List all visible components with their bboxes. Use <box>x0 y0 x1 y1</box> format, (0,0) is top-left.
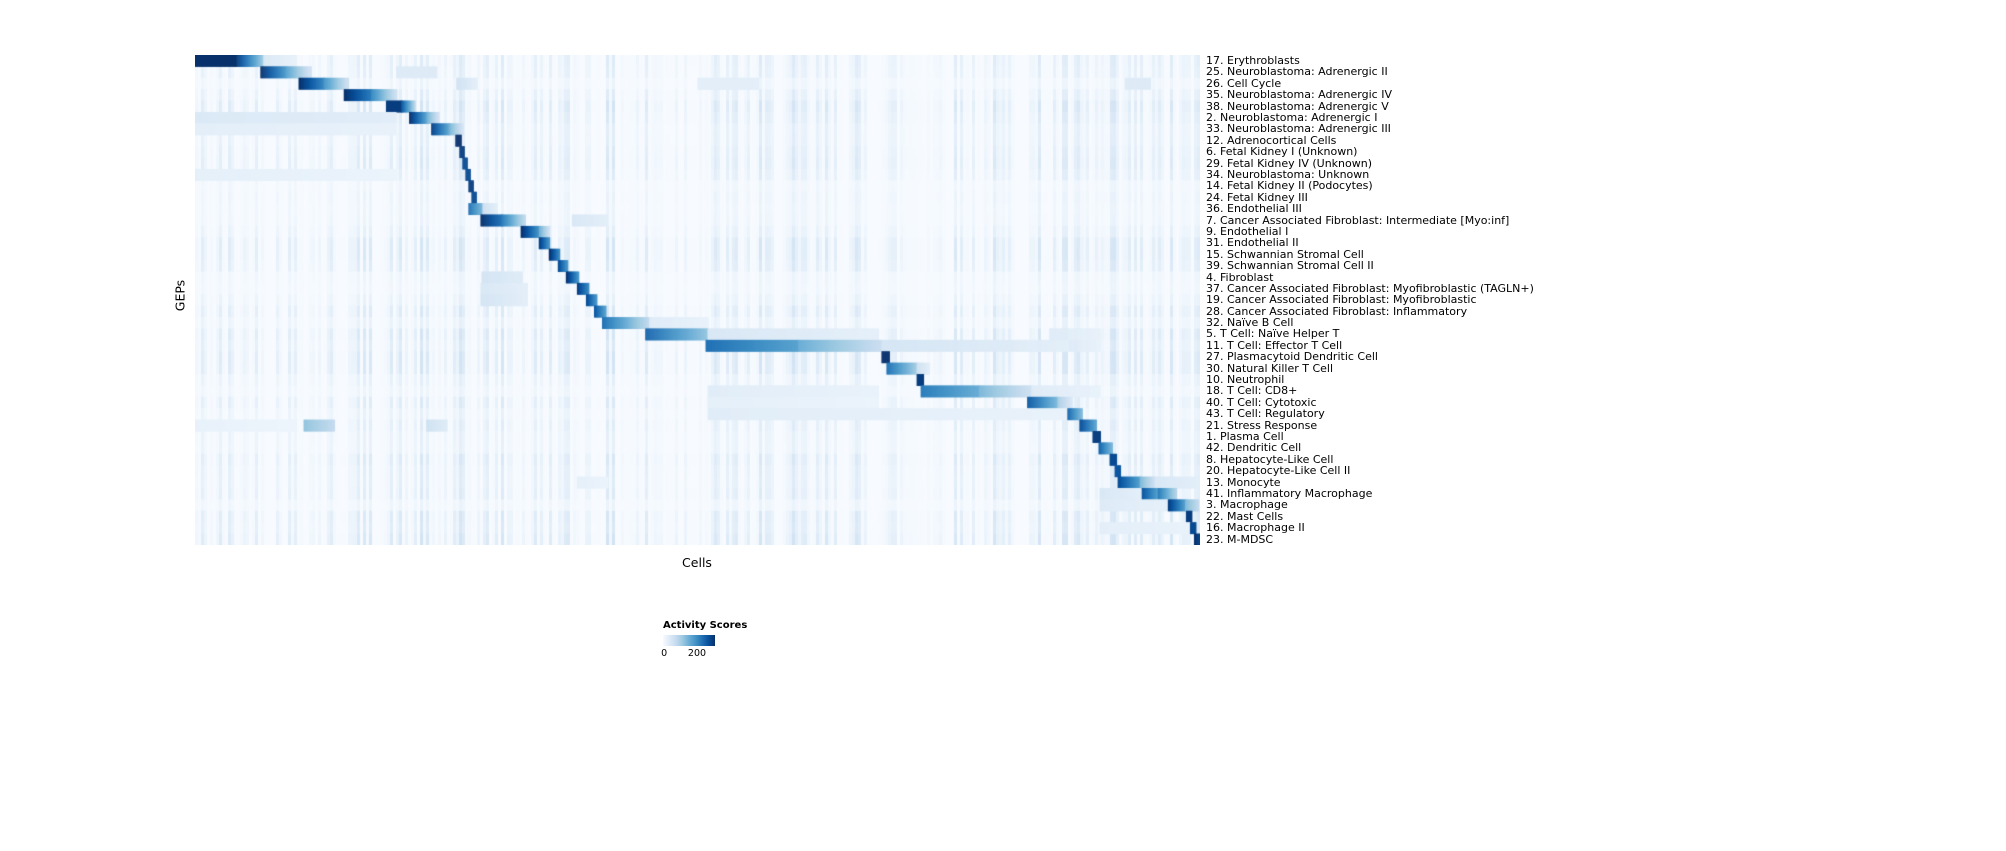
row-label: 40. T Cell: Cytotoxic <box>1206 395 1317 409</box>
row-label: 13. Monocyte <box>1206 475 1281 489</box>
row-label: 3. Macrophage <box>1206 498 1288 512</box>
row-label: 29. Fetal Kidney IV (Unknown) <box>1206 156 1372 170</box>
row-label: 18. T Cell: CD8+ <box>1206 384 1298 398</box>
y-axis-label: GEPs <box>172 279 188 312</box>
row-label: 24. Fetal Kidney III <box>1206 190 1308 204</box>
row-label: 26. Cell Cycle <box>1206 76 1282 90</box>
row-label: 32. Naïve B Cell <box>1206 316 1294 330</box>
row-label: 27. Plasmacytoid Dendritic Cell <box>1206 350 1378 364</box>
row-label: 39. Schwannian Stromal Cell II <box>1206 259 1374 273</box>
row-label: 17. Erythroblasts <box>1206 54 1300 67</box>
row-label: 14. Fetal Kidney II (Podocytes) <box>1206 179 1373 193</box>
colorbar-ticks: 0 200 <box>661 648 715 662</box>
row-label: 2. Neuroblastoma: Adrenergic I <box>1206 110 1378 124</box>
legend-title: Activity Scores <box>663 620 748 631</box>
row-label: 25. Neuroblastoma: Adrenergic II <box>1206 65 1388 79</box>
row-label: 28. Cancer Associated Fibroblast: Inflam… <box>1206 304 1468 318</box>
colorbar-tick-max: 200 <box>687 648 707 659</box>
row-label: 23. M-MDSC <box>1206 532 1274 546</box>
row-label: 30. Natural Killer T Cell <box>1206 361 1334 375</box>
row-label: 22. Mast Cells <box>1206 509 1284 523</box>
row-label: 36. Endothelial III <box>1206 202 1302 216</box>
colorbar-tick-min: 0 <box>661 648 668 659</box>
row-label: 12. Adrenocortical Cells <box>1206 133 1337 147</box>
row-label: 11. T Cell: Effector T Cell <box>1206 338 1343 352</box>
row-label: 6. Fetal Kidney I (Unknown) <box>1206 145 1358 159</box>
row-label: 19. Cancer Associated Fibroblast: Myofib… <box>1206 293 1477 307</box>
row-label: 16. Macrophage II <box>1206 521 1305 535</box>
row-label: 8. Hepatocyte-Like Cell <box>1206 452 1334 466</box>
row-label: 31. Endothelial II <box>1206 236 1299 250</box>
row-labels-column: 17. Erythroblasts 25. Neuroblastoma: Adre… <box>1206 55 1766 545</box>
row-label: 41. Inflammatory Macrophage <box>1206 487 1373 501</box>
row-label: 35. Neuroblastoma: Adrenergic IV <box>1206 88 1392 102</box>
row-label: 4. Fibroblast <box>1206 270 1274 284</box>
row-label: 20. Hepatocyte-Like Cell II <box>1206 464 1351 478</box>
row-label: 7. Cancer Associated Fibroblast: Interme… <box>1206 213 1510 227</box>
row-label: 5. T Cell: Naïve Helper T <box>1206 327 1340 341</box>
row-label: 15. Schwannian Stromal Cell <box>1206 247 1364 261</box>
row-label: 34. Neuroblastoma: Unknown <box>1206 167 1370 181</box>
row-label: 38. Neuroblastoma: Adrenergic V <box>1206 99 1389 113</box>
row-label: 42. Dendritic Cell <box>1206 441 1302 455</box>
row-label: 9. Endothelial I <box>1206 224 1289 238</box>
row-label: 10. Neutrophil <box>1206 373 1285 387</box>
x-axis-label: Cells <box>682 555 712 570</box>
row-label: 1. Plasma Cell <box>1206 430 1284 444</box>
row-label: 43. T Cell: Regulatory <box>1206 407 1325 421</box>
colorbar-legend: Activity Scores 0 200 <box>661 620 783 662</box>
row-label: 33. Neuroblastoma: Adrenergic III <box>1206 122 1391 136</box>
row-label: 37. Cancer Associated Fibroblast: Myofib… <box>1206 281 1534 295</box>
row-label: 21. Stress Response <box>1206 418 1318 432</box>
heatmap-canvas <box>195 55 1200 545</box>
colorbar-gradient <box>663 635 715 646</box>
